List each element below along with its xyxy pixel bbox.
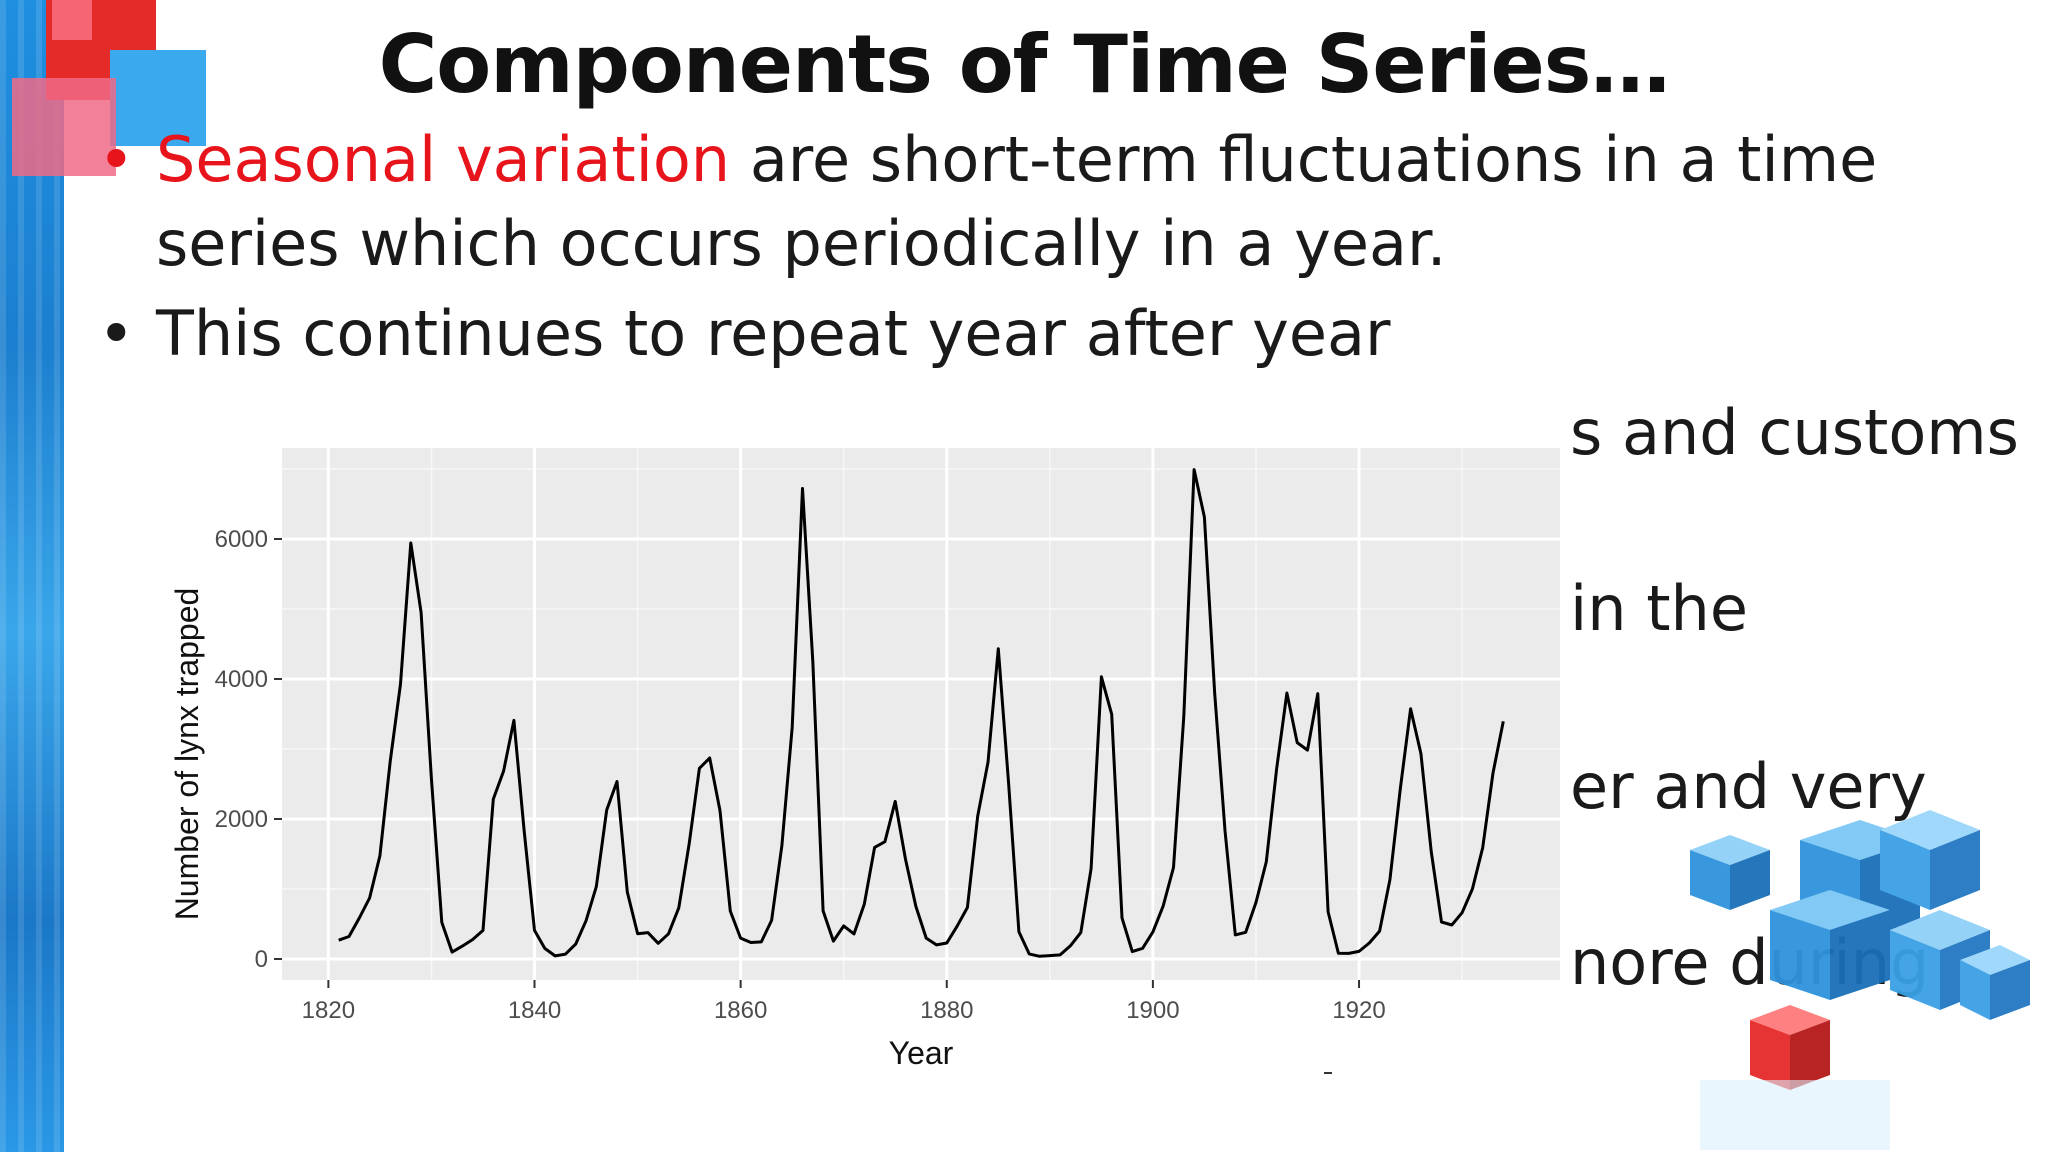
bullet-item: • Seasonal variation are short-term fluct… bbox=[96, 118, 2016, 286]
x-tick-label: 1880 bbox=[920, 997, 973, 1024]
bullet-item: • This continues to repeat year after yea… bbox=[96, 292, 2016, 376]
y-tick-label: 6000 bbox=[215, 526, 268, 553]
x-axis-title: Year bbox=[889, 1035, 954, 1071]
corner-decoration bbox=[12, 0, 206, 176]
y-tick-label: 0 bbox=[255, 946, 268, 973]
decorative-left-strip bbox=[0, 0, 64, 1152]
lynx-chart-svg: 1820 1840 1860 1880 1900 1920 0 2000 4000 6000 Ye… bbox=[169, 448, 1560, 1071]
y-axis-title: Number of lynx trapped bbox=[169, 588, 205, 921]
x-tick-label: 1860 bbox=[714, 997, 767, 1024]
bullet-dot-icon: • bbox=[98, 297, 135, 370]
y-tick-label: 4000 bbox=[215, 666, 268, 693]
partial-bullet-line: er and very bbox=[1570, 750, 1927, 823]
partial-bullet-line: s and customs bbox=[1570, 396, 2019, 469]
bullet-text: are short-term fluctuations in a time se… bbox=[156, 123, 1878, 280]
bullet-list: • Seasonal variation are short-term fluct… bbox=[96, 118, 2016, 376]
bullet-highlight: Seasonal variation bbox=[156, 123, 731, 196]
slide-title: Components of Time Series… bbox=[378, 18, 1671, 111]
partial-bullet-line: in the bbox=[1570, 572, 1748, 645]
bullet-dot-icon: • bbox=[98, 123, 135, 196]
cube-decoration bbox=[1690, 810, 2030, 1150]
lynx-chart: 1820 1840 1860 1880 1900 1920 0 2000 4000 6000 Ye… bbox=[154, 392, 1570, 1100]
stray-dash bbox=[1324, 1072, 1332, 1074]
series-line bbox=[338, 468, 1505, 958]
plot-background bbox=[282, 448, 1560, 980]
bullet-text: This continues to repeat year after year bbox=[156, 297, 1391, 370]
x-tick-label: 1920 bbox=[1332, 997, 1385, 1024]
grid-lines bbox=[282, 448, 1560, 980]
x-tick-label: 1820 bbox=[302, 997, 355, 1024]
y-tick-label: 2000 bbox=[215, 806, 268, 833]
x-tick-label: 1840 bbox=[508, 997, 561, 1024]
axis-ticks: 1820 1840 1860 1880 1900 1920 0 2000 4000 6000 bbox=[215, 526, 1386, 1024]
x-tick-label: 1900 bbox=[1126, 997, 1179, 1024]
